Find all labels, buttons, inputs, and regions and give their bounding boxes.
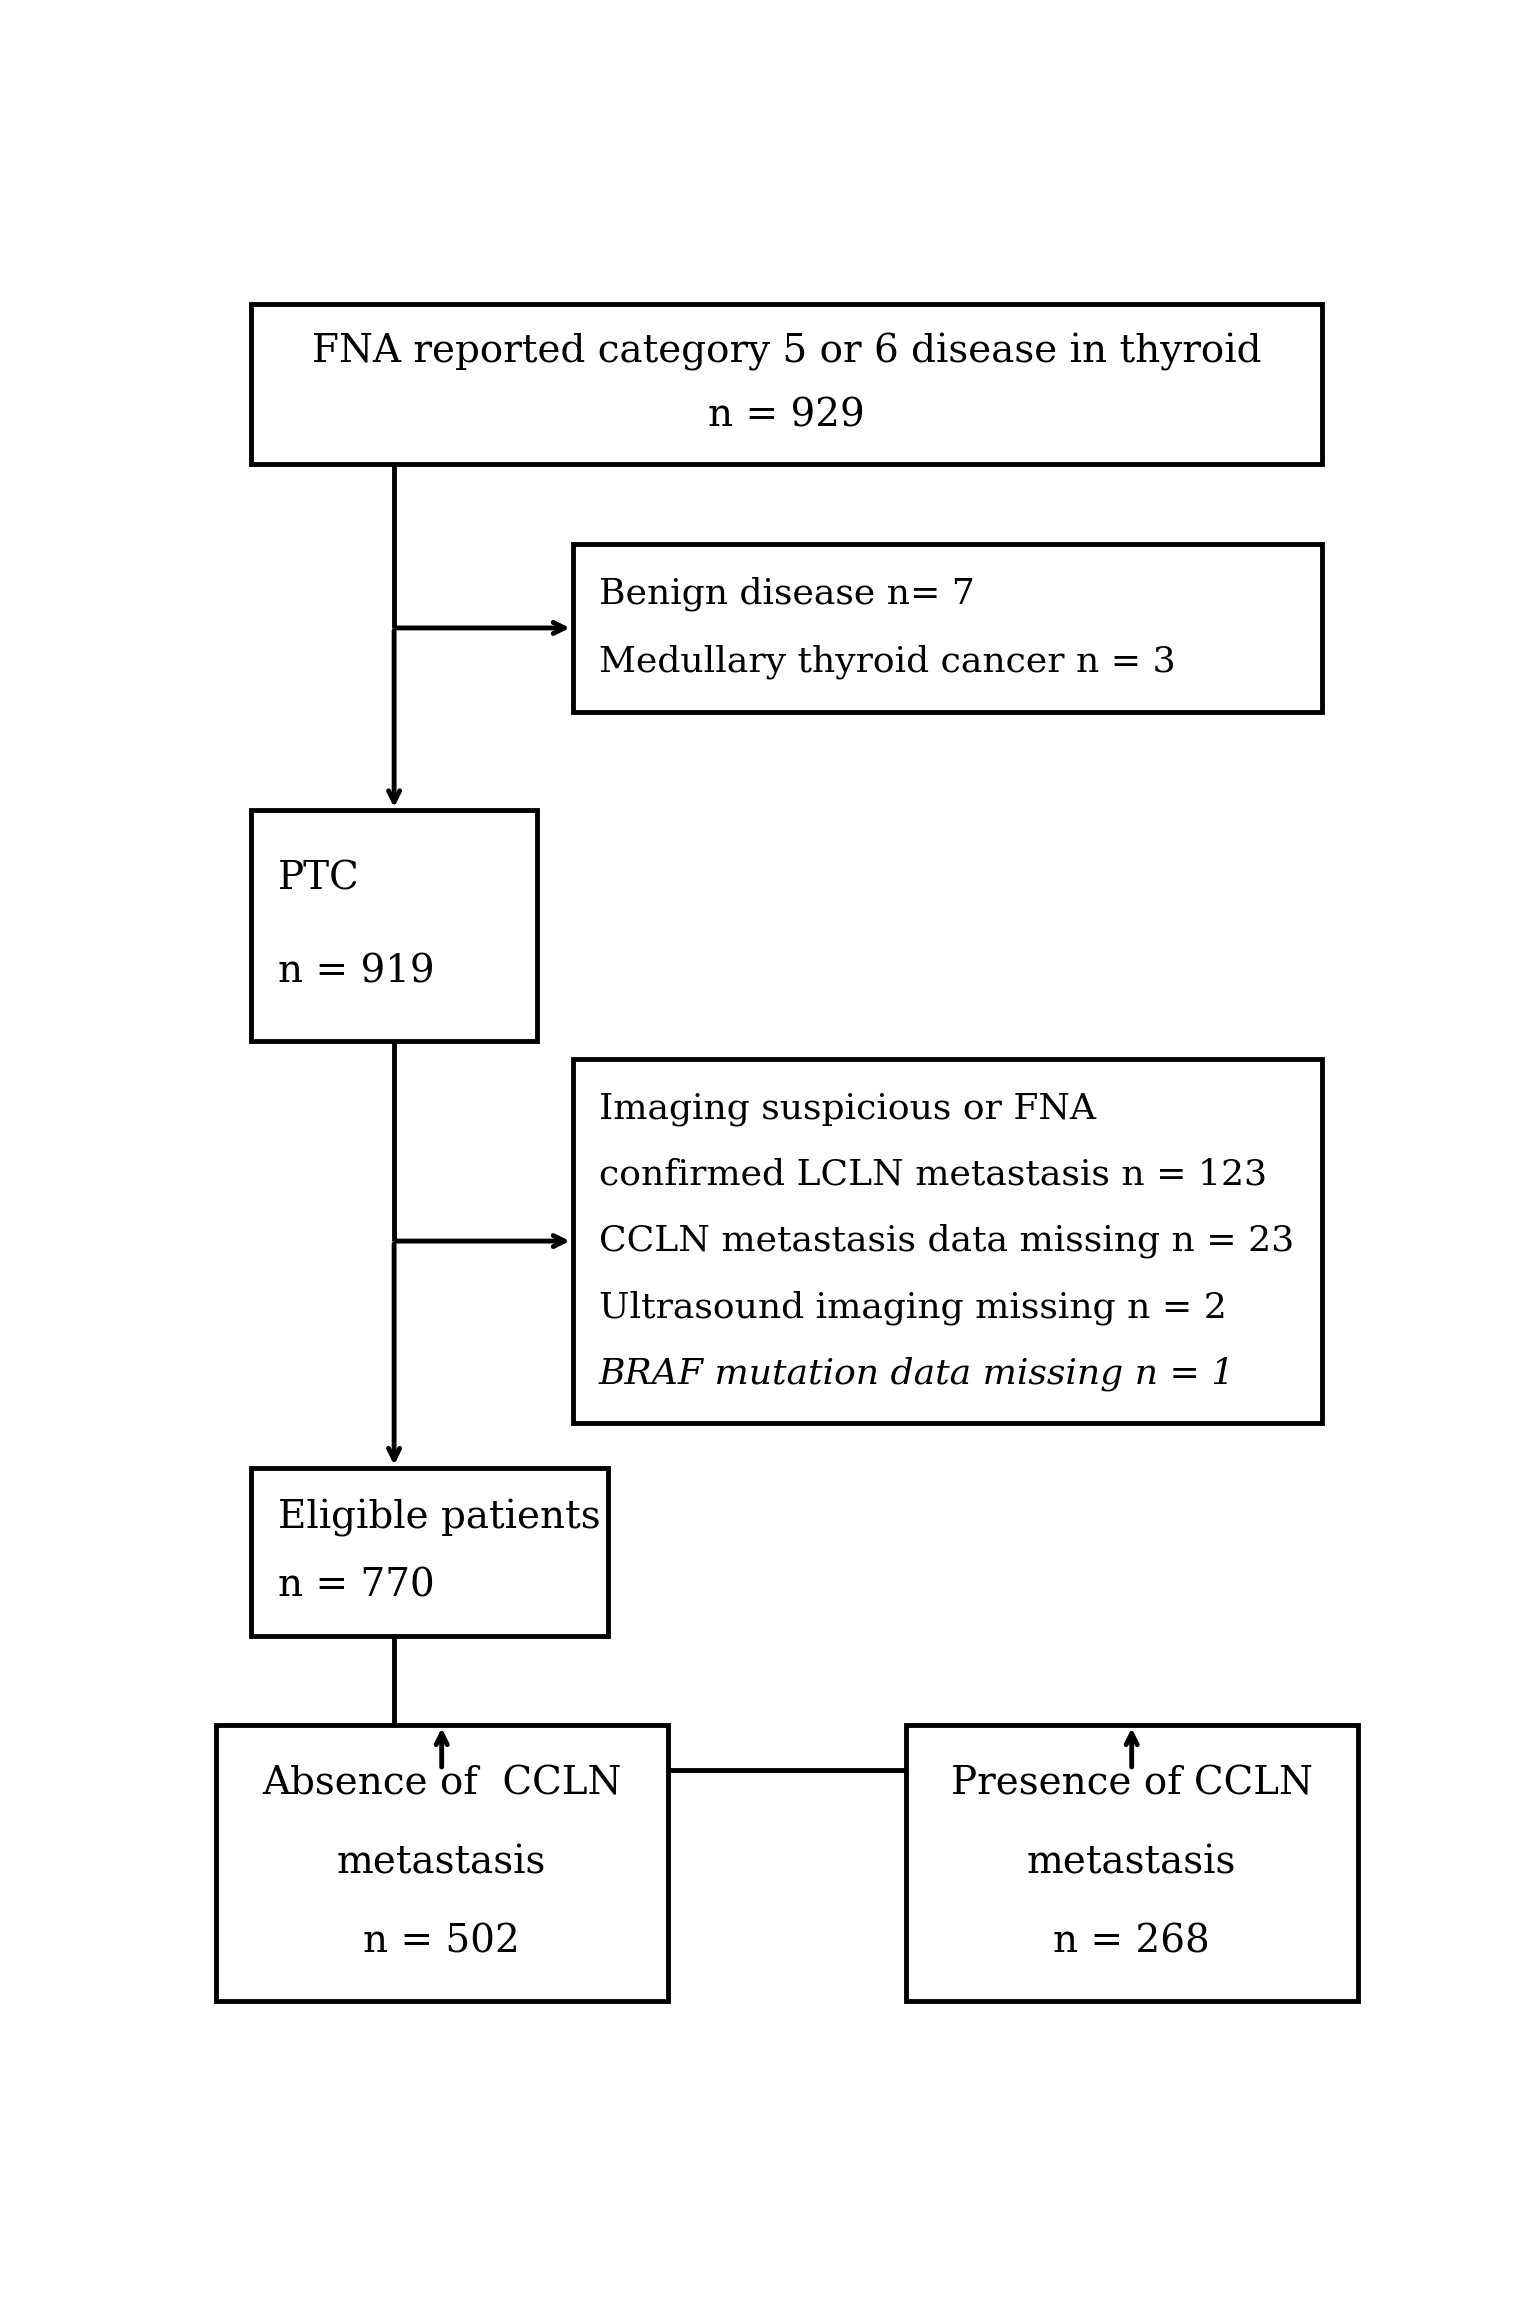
- Text: Benign disease n= 7: Benign disease n= 7: [599, 577, 975, 612]
- Text: Ultrasound imaging missing n = 2: Ultrasound imaging missing n = 2: [599, 1290, 1226, 1325]
- Text: Imaging suspicious or FNA: Imaging suspicious or FNA: [599, 1092, 1096, 1126]
- Text: Presence of CCLN: Presence of CCLN: [950, 1766, 1312, 1803]
- Text: n = 919: n = 919: [278, 953, 434, 990]
- Text: n = 502: n = 502: [364, 1923, 520, 1959]
- Text: Absence of  CCLN: Absence of CCLN: [262, 1766, 622, 1803]
- Text: n = 770: n = 770: [278, 1567, 434, 1604]
- FancyBboxPatch shape: [252, 305, 1322, 464]
- FancyBboxPatch shape: [573, 545, 1322, 713]
- Text: Medullary thyroid cancer n = 3: Medullary thyroid cancer n = 3: [599, 644, 1176, 679]
- Text: n = 929: n = 929: [708, 397, 866, 434]
- FancyBboxPatch shape: [906, 1726, 1358, 2001]
- FancyBboxPatch shape: [573, 1059, 1322, 1424]
- Text: metastasis: metastasis: [1027, 1844, 1236, 1881]
- Text: BRAF mutation data missing n = 1: BRAF mutation data missing n = 1: [599, 1357, 1236, 1392]
- Text: metastasis: metastasis: [338, 1844, 546, 1881]
- Text: FNA reported category 5 or 6 disease in thyroid: FNA reported category 5 or 6 disease in …: [312, 332, 1262, 372]
- Text: PTC: PTC: [278, 861, 359, 898]
- FancyBboxPatch shape: [215, 1726, 668, 2001]
- Text: CCLN metastasis data missing n = 23: CCLN metastasis data missing n = 23: [599, 1223, 1294, 1258]
- FancyBboxPatch shape: [252, 810, 537, 1041]
- FancyBboxPatch shape: [252, 1468, 608, 1636]
- Text: Eligible patients: Eligible patients: [278, 1500, 600, 1537]
- Text: confirmed LCLN metastasis n = 123: confirmed LCLN metastasis n = 123: [599, 1159, 1266, 1191]
- Text: n = 268: n = 268: [1053, 1923, 1210, 1959]
